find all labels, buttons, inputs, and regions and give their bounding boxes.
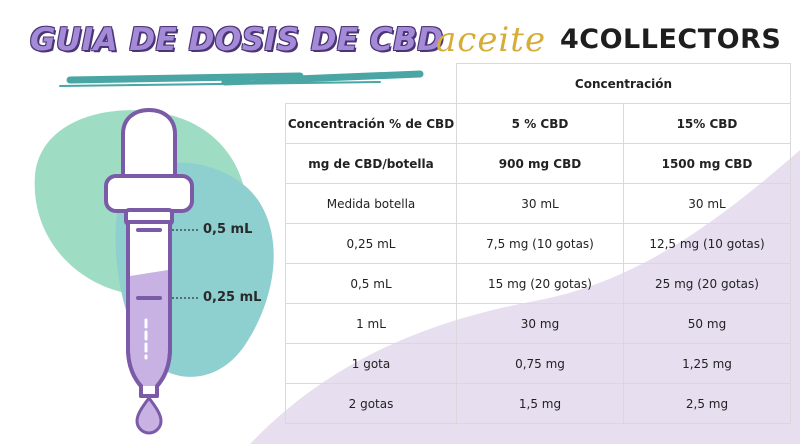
value-cell-5pct: 1,5 mg [456, 383, 624, 424]
drop [135, 395, 163, 435]
value-cell-15pct: 2,5 mg [623, 383, 791, 424]
value-cell-15pct: 50 mg [623, 303, 791, 344]
value-cell-15pct: 12,5 mg (10 gotas) [623, 223, 791, 264]
row-label-cell: mg de CBD/botella [285, 143, 457, 184]
brand-script-logo: aceite [436, 20, 547, 60]
table-row: Medida botella 30 mL 30 mL [285, 183, 791, 224]
mark-label-top: 0,5 mL [203, 222, 253, 237]
page-title: GUIA DE DOSIS DE CBD [30, 22, 444, 58]
table-row: 1 gota 0,75 mg 1,25 mg [285, 343, 791, 384]
value-cell-5pct: 30 mg [456, 303, 624, 344]
row-label-cell: Concentración % de CBD [285, 103, 457, 144]
table-row: 0,25 mL 7,5 mg (10 gotas) 12,5 mg (10 gota… [285, 223, 791, 264]
table-row: 0,5 mL 15 mg (20 gotas) 25 mg (20 gotas) [285, 263, 791, 304]
row-label-cell: 2 gotas [285, 383, 457, 424]
mark-label-bottom: 0,25 mL [203, 290, 262, 305]
value-cell-15pct: 25 mg (20 gotas) [623, 263, 791, 304]
value-cell-15pct: 1,25 mg [623, 343, 791, 384]
row-label-cell: 1 mL [285, 303, 457, 344]
table-header-row: Concentración [285, 63, 791, 104]
value-cell-5pct: 0,75 mg [456, 343, 624, 384]
value-cell-5pct: 5 % CBD [456, 103, 624, 144]
row-label-cell: 0,25 mL [285, 223, 457, 264]
dropper-tube [126, 220, 172, 398]
dropper-bulb [104, 108, 194, 226]
brand-logo: 4COLLECTORS [560, 24, 782, 55]
table-row: 1 mL 30 mg 50 mg [285, 303, 791, 344]
table-row: mg de CBD/botella 900 mg CBD 1500 mg CBD [285, 143, 791, 184]
value-cell-15pct: 30 mL [623, 183, 791, 224]
table-row: Concentración % de CBD 5 % CBD 15% CBD [285, 103, 791, 144]
row-label-cell: 1 gota [285, 343, 457, 384]
dosage-table: Concentración Concentración % de CBD 5 % … [285, 63, 791, 424]
value-cell-15pct: 1500 mg CBD [623, 143, 791, 184]
table-group-header: Concentración [456, 63, 791, 104]
table-row: 2 gotas 1,5 mg 2,5 mg [285, 383, 791, 424]
value-cell-5pct: 7,5 mg (10 gotas) [456, 223, 624, 264]
value-cell-5pct: 900 mg CBD [456, 143, 624, 184]
value-cell-5pct: 30 mL [456, 183, 624, 224]
value-cell-5pct: 15 mg (20 gotas) [456, 263, 624, 304]
row-label-cell: 0,5 mL [285, 263, 457, 304]
row-label-cell: Medida botella [285, 183, 457, 224]
value-cell-15pct: 15% CBD [623, 103, 791, 144]
table-corner-cell [285, 63, 457, 104]
